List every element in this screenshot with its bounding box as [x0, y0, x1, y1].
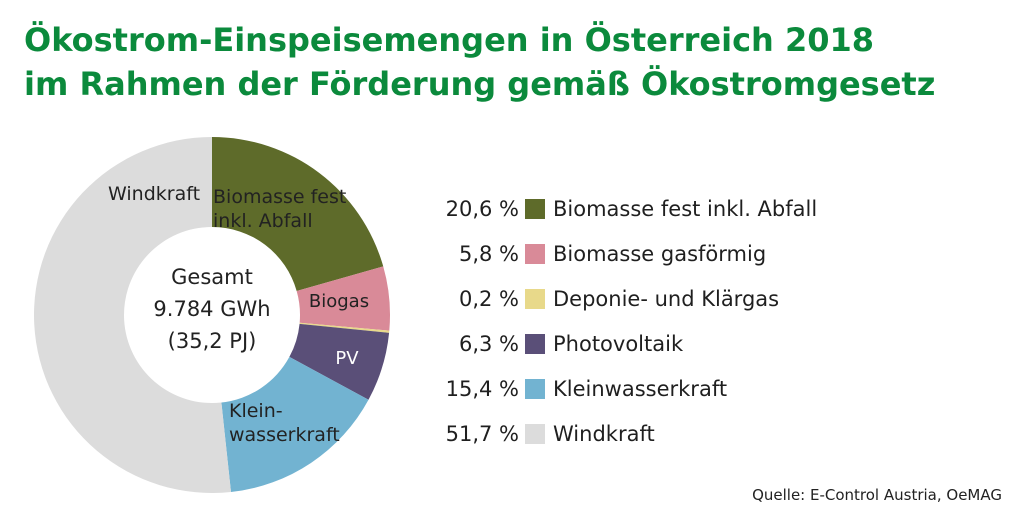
slice-photovoltaik [289, 323, 390, 400]
source-note: Quelle: E-Control Austria, OeMAG [752, 486, 1002, 504]
legend-swatch [525, 423, 545, 444]
legend-percent: 5,8 % [458, 241, 519, 266]
slice-label-kleinwasserkraft: Klein- [229, 400, 283, 422]
legend-item-biomasse-fest-inkl-abfall: 20,6 % Biomasse fest inkl. Abfall [420, 186, 818, 231]
center-label-line: Gesamt [171, 265, 253, 289]
slice-label-biomasse-gasfoermig: Biogas [309, 291, 369, 312]
legend-label: Deponie- und Klärgas [553, 286, 780, 311]
chart-title-line-2: im Rahmen der Förderung gemäß Ökostromge… [24, 65, 936, 103]
slice-label-kleinwasserkraft: wasserkraft [229, 424, 340, 446]
slice-label-biomasse-fest-inkl-abfall: Biomasse fest [213, 186, 346, 208]
slice-label-biomasse-fest-inkl-abfall: inkl. Abfall [213, 210, 313, 232]
legend-percent: 15,4 % [445, 376, 519, 401]
center-label-line: 9.784 GWh [153, 297, 270, 321]
legend-label: Windkraft [553, 421, 655, 446]
legend-swatch [525, 333, 545, 354]
legend-percent: 6,3 % [458, 331, 519, 356]
legend-label: Biomasse fest inkl. Abfall [553, 196, 818, 221]
legend-swatch [525, 288, 545, 309]
legend-label: Biomasse gasförmig [553, 241, 767, 266]
legend-percent: 51,7 % [445, 421, 519, 446]
legend-swatch [525, 198, 545, 219]
legend-item-windkraft: 51,7 % Windkraft [420, 411, 817, 456]
legend-item-deponie-und-klaergas: 0,2 % Deponie- und Klärgas [420, 276, 817, 321]
slice-kleinwasserkraft [221, 356, 369, 492]
slice-biomasse-gasfoermig [296, 266, 390, 331]
chart-legend: 20,6 % Biomasse fest inkl. Abfall 5,8 % Bio… [420, 186, 818, 456]
legend-item-kleinwasserkraft: 15,4 % Kleinwasserkraft [420, 366, 817, 411]
slice-deponie-und-klaergas [299, 322, 390, 333]
legend-swatch [525, 243, 545, 264]
legend-label: Kleinwasserkraft [553, 376, 728, 401]
legend-percent: 20,6 % [445, 196, 519, 221]
slice-windkraft [34, 137, 231, 493]
legend-item-photovoltaik: 6,3 % Photovoltaik [420, 321, 817, 366]
legend-percent: 0,2 % [458, 286, 519, 311]
legend-swatch [525, 378, 545, 399]
slice-label-photovoltaik: PV [335, 348, 359, 369]
chart-title-line-1: Ökostrom-Einspeisemengen in Österreich 2… [24, 21, 875, 59]
legend-label: Photovoltaik [553, 331, 684, 356]
center-label-line: (35,2 PJ) [168, 329, 257, 353]
slice-biomasse-fest-inkl-abfall [212, 137, 384, 291]
slice-label-windkraft: Windkraft [108, 183, 200, 205]
legend-item-biomasse-gasfoermig: 5,8 % Biomasse gasförmig [420, 231, 817, 276]
